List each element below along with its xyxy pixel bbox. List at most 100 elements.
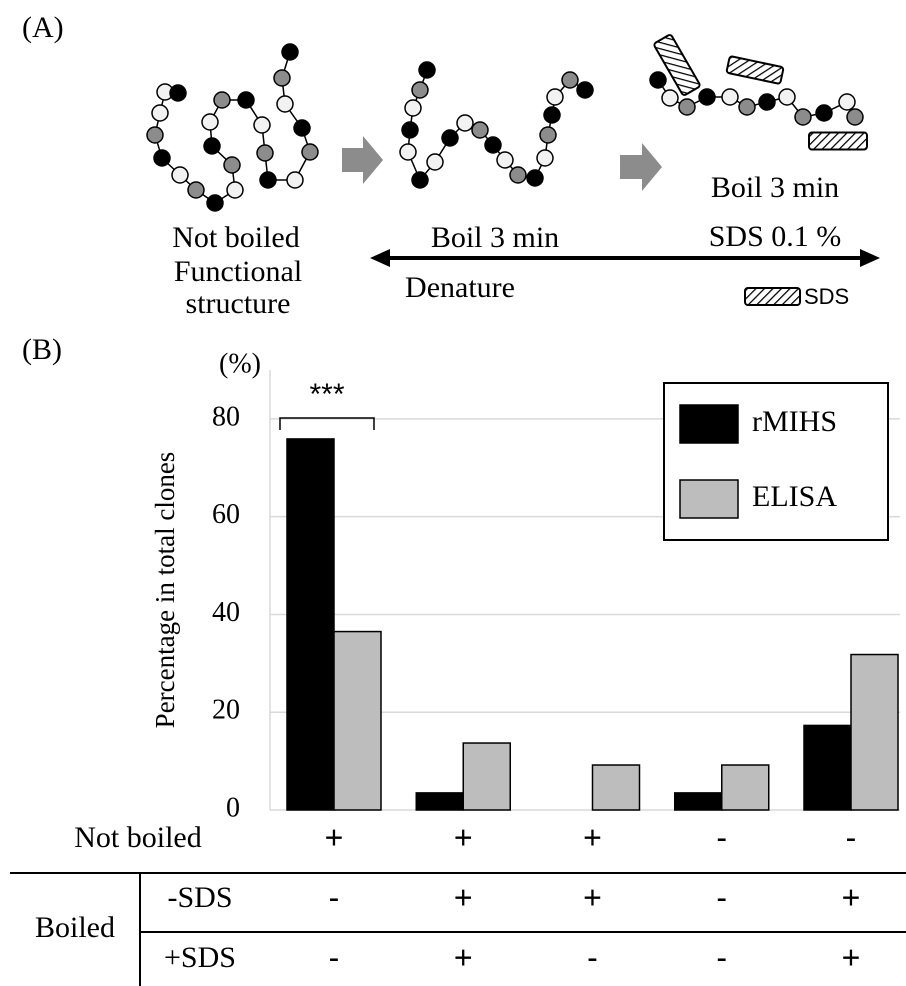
bead bbox=[411, 171, 429, 189]
condition-cell: - bbox=[587, 939, 598, 975]
bead bbox=[509, 166, 527, 184]
bar bbox=[850, 653, 899, 811]
condition-cell: + bbox=[454, 939, 473, 975]
bead bbox=[546, 88, 564, 106]
stage-label: Not boiled bbox=[172, 221, 300, 254]
bead bbox=[226, 181, 244, 199]
bead bbox=[301, 143, 319, 161]
bead bbox=[259, 171, 277, 189]
bead bbox=[678, 98, 696, 116]
condition-cell: + bbox=[583, 819, 602, 855]
condition-cell: + bbox=[454, 879, 473, 915]
sds-molecule bbox=[653, 34, 701, 96]
bar bbox=[333, 630, 382, 811]
panel-label: (A) bbox=[22, 11, 64, 44]
process-arrow bbox=[342, 136, 383, 184]
condition-cell: - bbox=[329, 879, 340, 915]
bar bbox=[674, 792, 723, 811]
bead bbox=[721, 88, 739, 106]
bead bbox=[815, 104, 833, 122]
row-label: +SDS bbox=[164, 941, 236, 974]
legend-label: ELISA bbox=[752, 480, 837, 513]
bead bbox=[223, 156, 241, 174]
bead bbox=[846, 108, 864, 126]
condition-cell: + bbox=[454, 819, 473, 855]
y-tick-label: 20 bbox=[212, 695, 240, 726]
bead bbox=[253, 116, 271, 134]
bead bbox=[201, 113, 219, 131]
condition-cell: - bbox=[716, 879, 727, 915]
condition-cell: + bbox=[842, 879, 861, 915]
y-tick-label: 60 bbox=[212, 499, 240, 530]
stage-label: Boil 3 min bbox=[711, 171, 839, 204]
arrow-label: Denature bbox=[405, 271, 515, 304]
bead bbox=[153, 149, 171, 167]
y-tick-label: 40 bbox=[212, 597, 240, 628]
significance-bracket bbox=[279, 417, 375, 430]
bead bbox=[169, 84, 187, 102]
bar bbox=[591, 764, 641, 811]
bead bbox=[273, 69, 291, 87]
condition-cell: - bbox=[716, 819, 727, 855]
y-tick-label: 80 bbox=[212, 401, 240, 432]
bead bbox=[418, 61, 436, 79]
bead bbox=[471, 121, 489, 139]
bead bbox=[526, 169, 544, 187]
row-label: -SDS bbox=[167, 881, 232, 914]
bead bbox=[411, 81, 429, 99]
bead bbox=[838, 93, 856, 111]
bead bbox=[539, 126, 557, 144]
bead bbox=[758, 93, 776, 111]
bead bbox=[213, 91, 231, 109]
bar bbox=[415, 792, 464, 811]
stage-label: structure bbox=[186, 287, 291, 320]
row-label: Not boiled bbox=[74, 821, 202, 854]
bar bbox=[803, 724, 852, 811]
bead bbox=[293, 119, 311, 137]
legend-swatch bbox=[679, 479, 739, 519]
y-tick-label: 0 bbox=[226, 792, 240, 823]
panel-label: (B) bbox=[22, 333, 62, 366]
bead bbox=[698, 88, 716, 106]
condition-cell: + bbox=[325, 819, 344, 855]
stage-label: SDS 0.1 % bbox=[709, 220, 842, 253]
bead bbox=[561, 71, 579, 89]
bead bbox=[237, 91, 255, 109]
bead bbox=[256, 144, 274, 162]
bead bbox=[203, 137, 221, 155]
bead bbox=[399, 143, 417, 161]
bead bbox=[286, 171, 304, 189]
bead bbox=[426, 153, 444, 171]
group-label: Boiled bbox=[35, 911, 115, 944]
sds-molecule bbox=[808, 131, 868, 151]
bead bbox=[576, 81, 594, 99]
bead bbox=[146, 126, 164, 144]
condition-cell: + bbox=[842, 939, 861, 975]
bead bbox=[543, 106, 561, 124]
significance-label: *** bbox=[309, 378, 344, 411]
sds-swatch bbox=[744, 287, 801, 306]
bead bbox=[649, 71, 667, 89]
y-unit: (%) bbox=[219, 348, 261, 379]
chart: (B) (%) Percentage in total clones 0 20 40… bbox=[10, 333, 906, 986]
bead bbox=[794, 108, 812, 126]
bead bbox=[401, 121, 419, 139]
sds-molecule bbox=[725, 55, 785, 85]
bead bbox=[738, 98, 756, 116]
y-axis-label: Percentage in total clones bbox=[150, 452, 180, 729]
bead bbox=[496, 151, 514, 169]
bead bbox=[206, 194, 224, 212]
condition-cell: - bbox=[846, 819, 857, 855]
bead bbox=[281, 43, 299, 61]
arrow-head bbox=[860, 249, 880, 267]
bead bbox=[151, 104, 169, 122]
stage-label: Functional bbox=[174, 255, 302, 288]
legend-label: rMIHS bbox=[752, 405, 837, 438]
bead bbox=[661, 89, 679, 107]
bead bbox=[276, 95, 294, 113]
bead bbox=[778, 88, 796, 106]
bead bbox=[484, 136, 502, 154]
bead bbox=[441, 129, 459, 147]
bar bbox=[721, 764, 770, 811]
